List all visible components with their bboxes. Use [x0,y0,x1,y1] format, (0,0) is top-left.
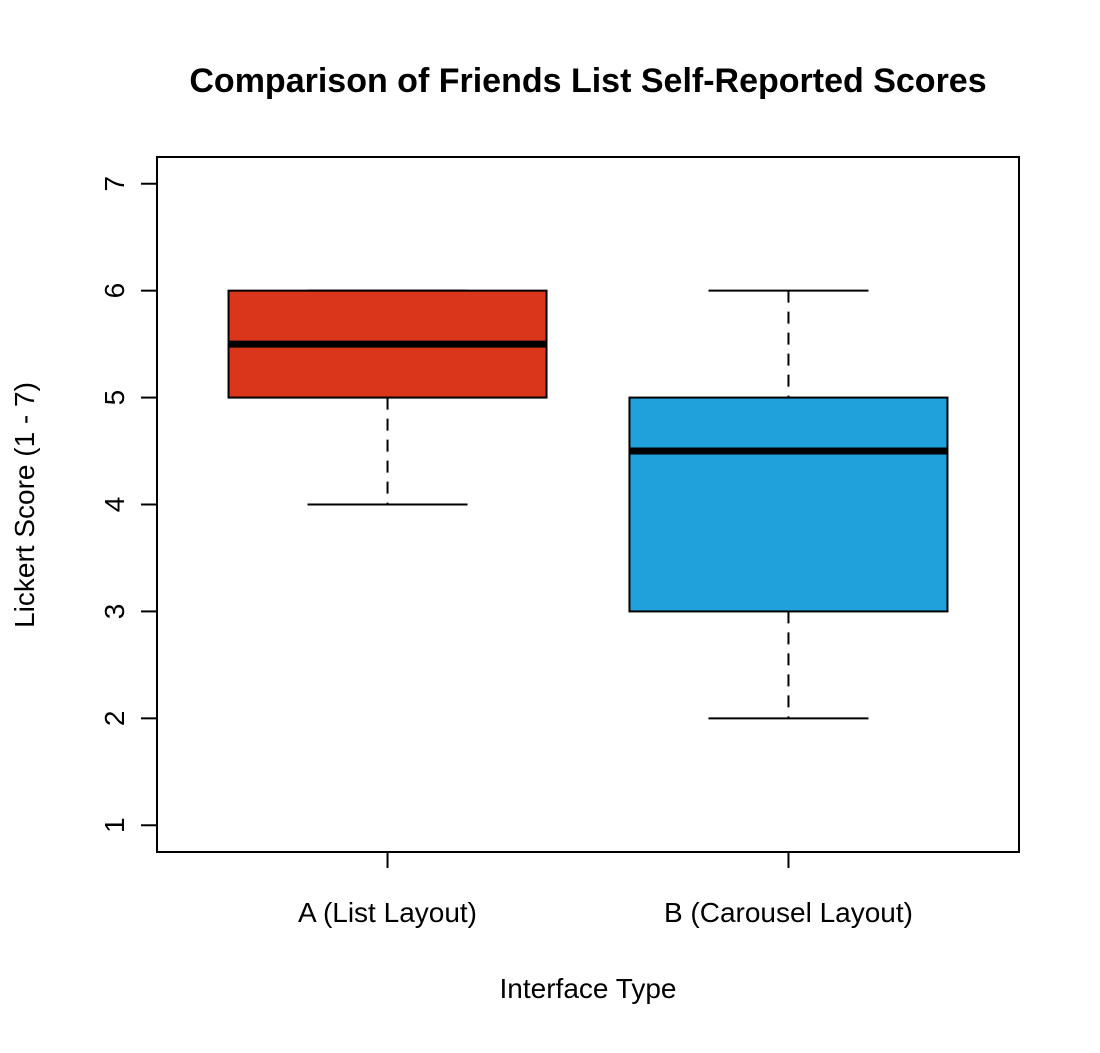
y-tick-label: 5 [99,390,130,406]
y-tick-label: 3 [99,604,130,620]
box-group [227,289,548,506]
box-series [227,289,949,720]
interquartile-box [628,396,949,613]
x-tick-label: A (List Layout) [298,897,477,928]
x-tick-label: B (Carousel Layout) [664,897,913,928]
y-tick-label: 6 [99,283,130,299]
y-tick-label: 2 [99,711,130,727]
y-tick-label: 4 [99,497,130,513]
box-group [628,289,949,720]
y-axis-label: Lickert Score (1 - 7) [9,382,40,628]
y-axis: 1 2 3 4 5 6 7 [99,176,158,833]
x-axis: A (List Layout) B (Carousel Layout) [298,852,913,928]
x-axis-label: Interface Type [500,973,677,1004]
y-tick-label: 1 [99,817,130,833]
chart-title: Comparison of Friends List Self-Reported… [189,62,986,100]
y-tick-label: 7 [99,176,130,192]
